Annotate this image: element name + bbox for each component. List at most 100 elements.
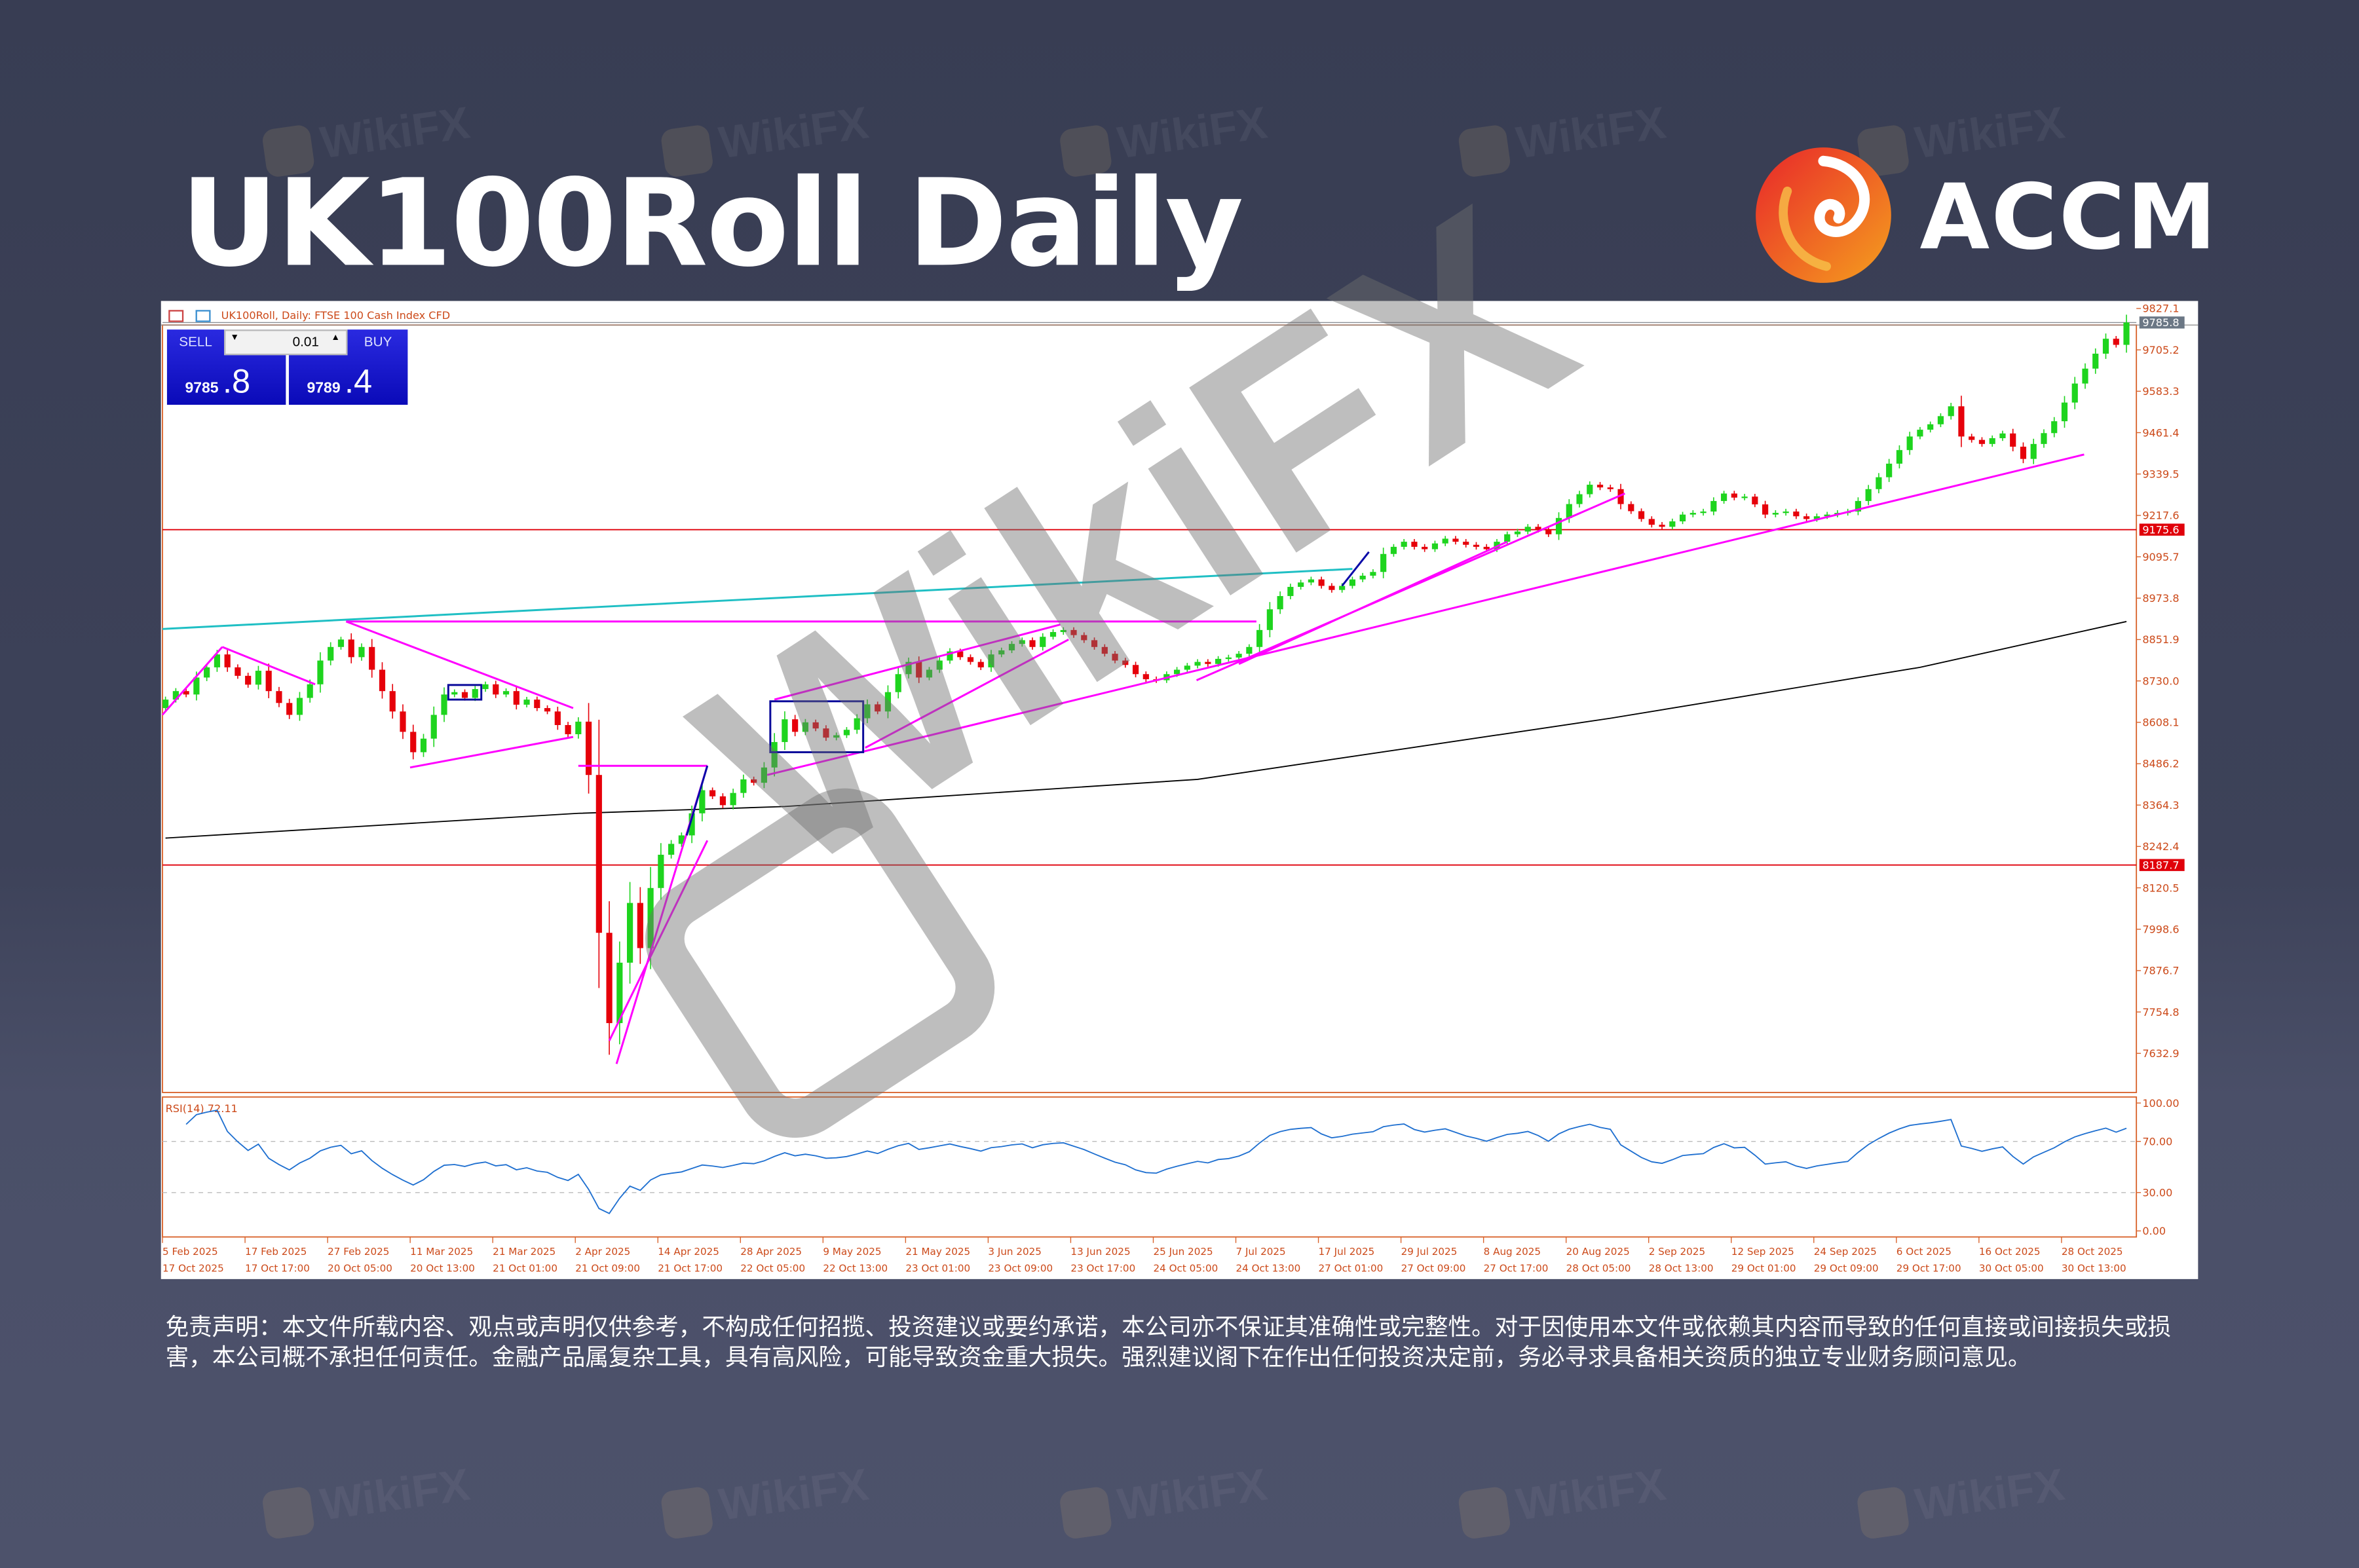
candle-body bbox=[854, 718, 860, 730]
candle bbox=[2051, 417, 2058, 438]
candle bbox=[554, 707, 561, 730]
candle bbox=[1886, 458, 1893, 482]
candle bbox=[513, 686, 519, 710]
candle-body bbox=[286, 703, 293, 715]
candle-body bbox=[1452, 538, 1459, 542]
candle bbox=[1566, 499, 1572, 523]
candle-body bbox=[1029, 640, 1036, 647]
y-tick-label: 8851.9 bbox=[2142, 633, 2179, 646]
candle bbox=[410, 724, 417, 760]
candle-body bbox=[1236, 654, 1242, 658]
candle-body bbox=[1783, 511, 1789, 513]
rsi-tick-label: 30.00 bbox=[2142, 1187, 2172, 1199]
candle-body bbox=[1246, 646, 1253, 654]
candle-body bbox=[1679, 514, 1686, 522]
candle bbox=[296, 692, 303, 721]
candle-body bbox=[699, 790, 706, 813]
candle bbox=[595, 719, 602, 988]
x-tick-sublabel: 24 Oct 13:00 bbox=[1236, 1262, 1301, 1274]
candle-body bbox=[1008, 644, 1015, 650]
candle-body bbox=[1091, 640, 1098, 647]
x-tick-sublabel: 20 Oct 05:00 bbox=[328, 1262, 392, 1274]
trendline bbox=[221, 646, 316, 686]
candle bbox=[204, 663, 210, 681]
decrease-lot-button[interactable]: ▼ bbox=[230, 334, 240, 343]
candle-body bbox=[2071, 383, 2078, 403]
increase-lot-button[interactable]: ▲ bbox=[331, 334, 341, 343]
candle-body bbox=[493, 684, 499, 695]
candle bbox=[1638, 508, 1645, 522]
candle bbox=[1679, 512, 1686, 525]
candle bbox=[926, 667, 933, 681]
candle bbox=[265, 663, 272, 699]
lot-size-input[interactable]: 0.01 bbox=[292, 334, 319, 350]
candle-body bbox=[1514, 531, 1521, 534]
candle bbox=[761, 762, 767, 789]
lot-size-stepper[interactable]: ▼ 0.01 ▲ bbox=[224, 329, 348, 356]
candle-body bbox=[1081, 635, 1087, 641]
candle bbox=[1989, 435, 1995, 447]
trendline bbox=[161, 646, 223, 716]
buy-price-main: 9789 bbox=[307, 381, 341, 398]
candle bbox=[1876, 473, 1882, 494]
candle bbox=[1937, 413, 1944, 428]
x-tick-sublabel: 22 Oct 13:00 bbox=[823, 1262, 888, 1274]
chart-window bbox=[160, 301, 2199, 1279]
candle bbox=[895, 667, 901, 699]
candle bbox=[544, 705, 551, 715]
candle-body bbox=[369, 646, 375, 670]
candle bbox=[472, 686, 478, 701]
candle-body bbox=[245, 675, 252, 685]
candle-body bbox=[1225, 657, 1232, 660]
candle bbox=[1049, 629, 1057, 640]
candle bbox=[1390, 544, 1397, 557]
candle bbox=[1545, 527, 1552, 537]
buy-button[interactable]: BUY 9789 .4 bbox=[288, 329, 408, 405]
candle-body bbox=[1483, 546, 1490, 550]
candle-body bbox=[637, 903, 643, 948]
candle-body bbox=[1422, 546, 1428, 550]
candle bbox=[379, 662, 386, 699]
y-tick-label: 9827.1 bbox=[2142, 303, 2179, 315]
candle bbox=[1349, 576, 1356, 589]
candle bbox=[843, 727, 850, 738]
candle-body bbox=[1927, 424, 1934, 430]
candle bbox=[1101, 644, 1108, 657]
candle bbox=[1112, 651, 1118, 663]
candle bbox=[183, 688, 189, 698]
candle bbox=[337, 637, 345, 650]
disclaimer-text: 免责声明：本文件所载内容、观点或声明仅供参考，不构成任何招揽、投资建议或要约承诺… bbox=[165, 1313, 2172, 1372]
x-tick-label: 28 Oct 2025 bbox=[2062, 1246, 2123, 1258]
candle-body bbox=[1390, 546, 1397, 554]
candle-body bbox=[1370, 572, 1376, 576]
y-tick-label: 9705.2 bbox=[2142, 344, 2179, 356]
candle-body bbox=[2092, 353, 2099, 369]
candle-body bbox=[1442, 538, 1448, 544]
candle-body bbox=[1710, 500, 1717, 512]
trendline bbox=[865, 639, 1069, 749]
candle bbox=[2030, 438, 2037, 464]
x-tick-label: 8 Aug 2025 bbox=[1484, 1246, 1541, 1258]
candle-body bbox=[224, 654, 231, 667]
candle bbox=[358, 643, 365, 661]
candle bbox=[1793, 508, 1800, 519]
candle-body bbox=[400, 711, 406, 732]
candle bbox=[730, 789, 736, 810]
candle-body bbox=[740, 779, 747, 793]
candle-body bbox=[1535, 527, 1541, 530]
candle bbox=[286, 698, 293, 719]
candle bbox=[1948, 403, 1954, 420]
candle-body bbox=[606, 933, 613, 1024]
candle bbox=[451, 689, 458, 698]
candle bbox=[1008, 641, 1015, 654]
y-tick-label: 9095.7 bbox=[2142, 551, 2179, 563]
candle-body bbox=[2030, 443, 2037, 459]
candle bbox=[998, 647, 1005, 658]
candle-body bbox=[864, 704, 871, 719]
candle bbox=[967, 654, 974, 665]
candle-body bbox=[709, 790, 716, 796]
candle-body bbox=[214, 654, 220, 667]
y-tick-label: 9339.5 bbox=[2142, 468, 2179, 480]
trendline bbox=[774, 624, 1061, 701]
